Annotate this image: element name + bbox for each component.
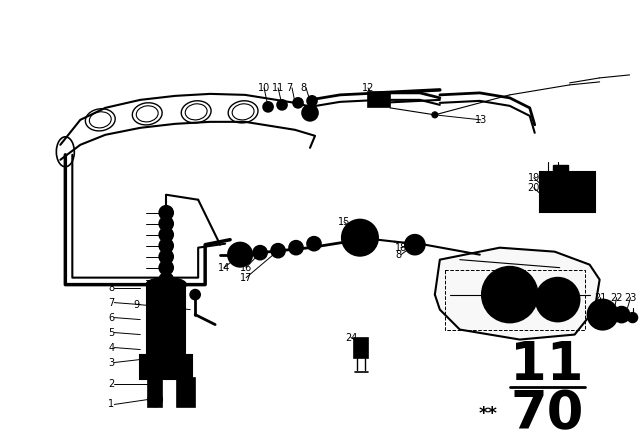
- Text: 4: 4: [108, 343, 115, 353]
- Text: 20: 20: [528, 183, 540, 193]
- Text: 14: 14: [218, 263, 230, 273]
- Text: 7: 7: [108, 297, 115, 308]
- Circle shape: [536, 278, 580, 322]
- Text: 18: 18: [395, 243, 407, 253]
- Circle shape: [148, 392, 162, 406]
- Circle shape: [628, 313, 637, 323]
- Bar: [540, 172, 595, 212]
- Circle shape: [307, 96, 317, 106]
- Text: 23: 23: [625, 293, 637, 302]
- Circle shape: [545, 287, 571, 313]
- Circle shape: [163, 232, 169, 238]
- Circle shape: [190, 289, 200, 300]
- Circle shape: [302, 105, 318, 121]
- Circle shape: [253, 246, 267, 260]
- Circle shape: [275, 247, 282, 254]
- Text: 15: 15: [338, 217, 350, 227]
- Circle shape: [257, 249, 264, 256]
- Circle shape: [180, 388, 192, 401]
- Circle shape: [356, 345, 366, 354]
- Text: 8: 8: [300, 83, 306, 93]
- Bar: [368, 92, 390, 107]
- Circle shape: [351, 228, 369, 247]
- Circle shape: [306, 109, 314, 117]
- Circle shape: [163, 265, 169, 271]
- Circle shape: [163, 210, 169, 216]
- Text: 8: 8: [108, 283, 115, 293]
- Circle shape: [152, 396, 158, 402]
- Text: 19: 19: [528, 173, 540, 183]
- Text: 1: 1: [108, 400, 115, 409]
- Bar: [148, 378, 162, 408]
- Circle shape: [310, 99, 314, 103]
- Bar: [147, 284, 185, 354]
- Circle shape: [159, 250, 173, 264]
- Circle shape: [277, 100, 287, 110]
- Circle shape: [492, 276, 528, 313]
- Text: 8: 8: [395, 250, 401, 260]
- Circle shape: [432, 112, 438, 118]
- Circle shape: [307, 237, 321, 251]
- Text: 70: 70: [510, 388, 584, 440]
- Circle shape: [310, 240, 317, 247]
- Circle shape: [289, 241, 303, 254]
- Ellipse shape: [146, 278, 186, 292]
- Circle shape: [159, 217, 173, 231]
- Text: 21: 21: [595, 293, 607, 302]
- Circle shape: [280, 102, 285, 108]
- Circle shape: [482, 267, 538, 323]
- Circle shape: [296, 100, 301, 105]
- Text: 5: 5: [108, 327, 115, 337]
- Text: 2: 2: [108, 379, 115, 389]
- Circle shape: [234, 249, 246, 261]
- Text: 24: 24: [345, 332, 357, 343]
- Circle shape: [159, 261, 173, 275]
- Circle shape: [159, 239, 173, 253]
- Text: 11: 11: [510, 339, 584, 391]
- Circle shape: [163, 254, 169, 260]
- Text: 12: 12: [362, 83, 374, 93]
- Circle shape: [271, 244, 285, 258]
- Circle shape: [614, 306, 630, 323]
- Text: 10: 10: [258, 83, 270, 93]
- Circle shape: [588, 300, 618, 330]
- Circle shape: [228, 243, 252, 267]
- Text: 16: 16: [240, 263, 252, 273]
- Circle shape: [596, 308, 610, 322]
- Text: 3: 3: [108, 358, 115, 367]
- Bar: [177, 378, 195, 408]
- Circle shape: [292, 244, 300, 251]
- Circle shape: [163, 221, 169, 227]
- Text: **: **: [478, 405, 497, 423]
- Text: 22: 22: [611, 293, 623, 302]
- Circle shape: [163, 243, 169, 249]
- Circle shape: [293, 98, 303, 108]
- Circle shape: [342, 220, 378, 256]
- Text: 7: 7: [286, 83, 292, 93]
- Bar: [354, 337, 368, 358]
- Bar: [140, 354, 192, 379]
- Circle shape: [159, 228, 173, 241]
- Circle shape: [163, 276, 169, 283]
- Circle shape: [159, 273, 173, 287]
- Circle shape: [410, 240, 420, 250]
- Text: 6: 6: [108, 313, 115, 323]
- Bar: [553, 165, 568, 173]
- Circle shape: [405, 235, 425, 254]
- Circle shape: [263, 102, 273, 112]
- Text: 17: 17: [240, 273, 253, 283]
- Circle shape: [159, 206, 173, 220]
- Text: 11: 11: [272, 83, 284, 93]
- Text: 9: 9: [133, 300, 140, 310]
- Circle shape: [266, 104, 271, 109]
- Polygon shape: [435, 248, 600, 340]
- Text: 13: 13: [475, 115, 487, 125]
